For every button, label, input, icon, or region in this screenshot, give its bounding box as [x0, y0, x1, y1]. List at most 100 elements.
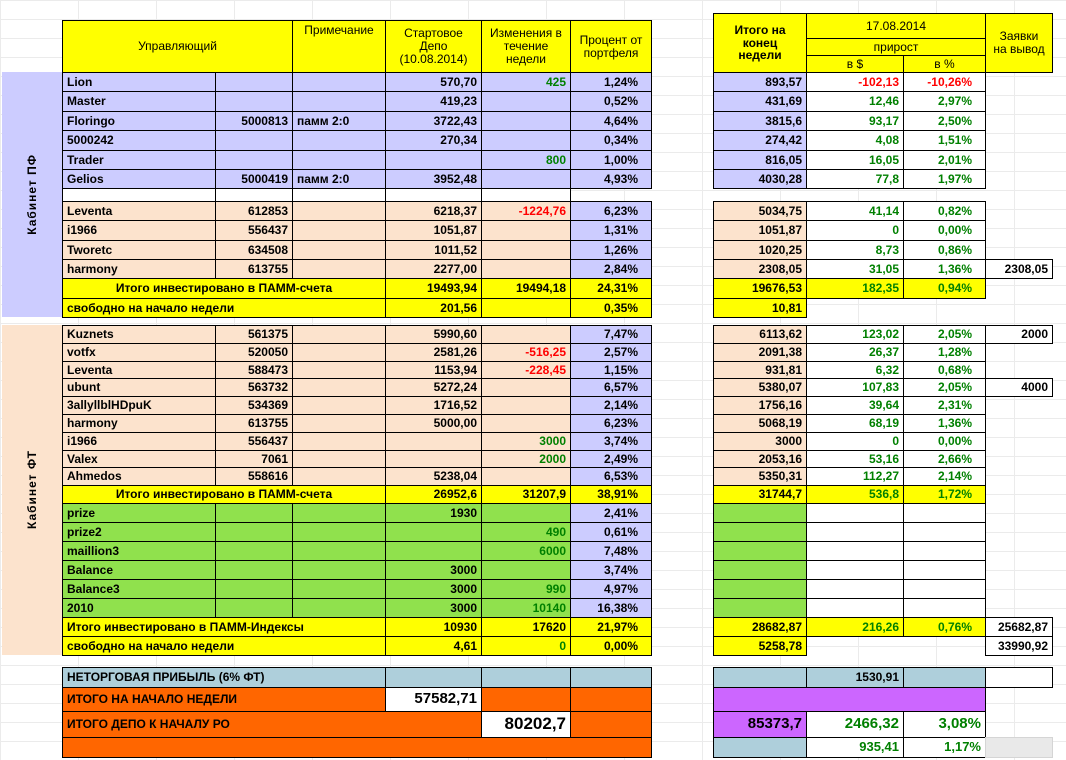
cell-gelios-name[interactable]: Gelios	[62, 169, 216, 189]
cell-i1966-pctg[interactable]: 0,00%	[903, 220, 986, 241]
cell-maillion3-pctg[interactable]	[903, 541, 986, 561]
cell-leventa-note[interactable]	[292, 201, 386, 221]
cell-floringo-num[interactable]: 5000813	[215, 111, 293, 131]
cell-ubunt-note[interactable]	[292, 378, 386, 397]
cell-kuznets-pct[interactable]: 7,47%	[570, 325, 652, 344]
cell-itogoft-change[interactable]: 31207,9	[481, 485, 571, 504]
cell-floringo-name[interactable]: Floringo	[62, 111, 216, 131]
cell-n5000242-num[interactable]	[215, 130, 293, 151]
cell-trader-usd[interactable]: 16,05	[806, 150, 904, 170]
cell-itogoidx-total[interactable]: 28682,87	[713, 617, 807, 637]
cell-trader-note[interactable]	[292, 150, 386, 170]
cell-itogoft-pct[interactable]: 38,91%	[570, 485, 652, 504]
cell-prize2-start[interactable]	[385, 522, 482, 542]
cell-ubunt-usd[interactable]: 107,83	[806, 378, 904, 397]
cell-balance-num[interactable]	[215, 560, 293, 580]
cell-netorg-pct[interactable]	[570, 667, 652, 688]
cell-hdrL-change[interactable]: Изменения в течение недели	[481, 20, 571, 73]
cell-leventa2-change[interactable]: -228,45	[481, 361, 571, 379]
cell-maillion3-note[interactable]	[292, 541, 386, 561]
cell-maillion3-start[interactable]	[385, 541, 482, 561]
cell-master-total[interactable]: 431,69	[713, 91, 807, 112]
cell-y2010-pctg[interactable]	[903, 598, 986, 618]
cell-leventa-pct[interactable]: 6,23%	[570, 201, 652, 221]
cell-prize2-usd[interactable]	[806, 522, 904, 542]
cell-i1966b-start[interactable]	[385, 432, 482, 451]
cell-leventa2-pct[interactable]: 1,15%	[570, 361, 652, 379]
cell-gelios-start[interactable]: 3952,48	[385, 169, 482, 189]
cell-itogoft-usd[interactable]: 536,8	[806, 485, 904, 504]
cell-y2010-start[interactable]: 3000	[385, 598, 482, 618]
cell-y2010-num[interactable]	[215, 598, 293, 618]
cell-prize-num[interactable]	[215, 503, 293, 523]
cell-leventa-name[interactable]: Leventa	[62, 201, 216, 221]
cell-ahmedos-name[interactable]: Ahmedos	[62, 467, 216, 486]
cell-votfx-total[interactable]: 2091,38	[713, 343, 807, 362]
cell-zally-usd[interactable]: 39,64	[806, 396, 904, 415]
cell-tworetc-num[interactable]: 634508	[215, 240, 293, 260]
cell-prize-change[interactable]	[481, 503, 571, 523]
cell-prize2-num[interactable]	[215, 522, 293, 542]
cell-ubunt-pctg[interactable]: 2,05%	[903, 378, 986, 397]
cell-i1966b-pct[interactable]: 3,74%	[570, 432, 652, 451]
cell-i1966b-usd[interactable]: 0	[806, 432, 904, 451]
cell-blankpf-start[interactable]	[385, 188, 482, 202]
cell-harmony-start[interactable]: 2277,00	[385, 259, 482, 279]
cell-kuznets-num[interactable]: 561375	[215, 325, 293, 344]
cell-zally-num[interactable]: 534369	[215, 396, 293, 415]
cell-valex-start[interactable]	[385, 450, 482, 468]
cell-valex-pctg[interactable]: 2,66%	[903, 450, 986, 468]
cell-tworetc-start[interactable]: 1011,52	[385, 240, 482, 260]
cell-harmony2-change[interactable]	[481, 414, 571, 433]
cell-floringo-total[interactable]: 3815,6	[713, 111, 807, 131]
cell-master-usd[interactable]: 12,46	[806, 91, 904, 112]
cell-tworetc-name[interactable]: Tworetc	[62, 240, 216, 260]
cell-svobpf-total[interactable]: 10,81	[713, 298, 807, 318]
cell-netorg-pctg[interactable]	[903, 667, 986, 688]
cell-valex-note[interactable]	[292, 450, 386, 468]
cell-prize2-pct[interactable]: 0,61%	[570, 522, 652, 542]
cell-prize-usd[interactable]	[806, 503, 904, 523]
cell-itogoidx-usd[interactable]: 216,26	[806, 617, 904, 637]
cell-svobidx-name[interactable]: свободно на начало недели	[62, 636, 386, 656]
cell-itogodepo-total[interactable]: 85373,7	[713, 711, 807, 738]
cell-trader-total[interactable]: 816,05	[713, 150, 807, 170]
cell-floringo-usd[interactable]: 93,17	[806, 111, 904, 131]
cell-itogoidx-pctg[interactable]: 0,76%	[903, 617, 986, 637]
cell-lion-note[interactable]	[292, 72, 386, 92]
cell-svobidx-change[interactable]: 0	[481, 636, 571, 656]
cell-harmony-out[interactable]: 2308,05	[985, 259, 1053, 279]
cell-i1966b-pctg[interactable]: 0,00%	[903, 432, 986, 451]
cell-tworetc-usd[interactable]: 8,73	[806, 240, 904, 260]
cabinet-ft-row-group-label[interactable]: Кабинет ФТ	[2, 325, 62, 655]
cell-leventa2-start[interactable]: 1153,94	[385, 361, 482, 379]
cell-ahmedos-usd[interactable]: 112,27	[806, 467, 904, 486]
cell-blankor-usd[interactable]: 935,41	[806, 737, 904, 758]
cell-harmony-change[interactable]	[481, 259, 571, 279]
cell-harmony2-pct[interactable]: 6,23%	[570, 414, 652, 433]
cell-gelios-change[interactable]	[481, 169, 571, 189]
cell-kuznets-out[interactable]: 2000	[985, 325, 1053, 344]
cell-votfx-name[interactable]: votfx	[62, 343, 216, 362]
cell-kuznets-pctg[interactable]: 2,05%	[903, 325, 986, 344]
cell-svobidx-out[interactable]: 33990,92	[985, 636, 1053, 656]
cell-maillion3-total[interactable]	[713, 541, 807, 561]
cell-i1966-note[interactable]	[292, 220, 386, 241]
cell-y2010-change[interactable]: 10140	[481, 598, 571, 618]
cell-itogostart-start[interactable]: 57582,71	[385, 687, 482, 712]
cell-ahmedos-note[interactable]	[292, 467, 386, 486]
cell-gelios-total[interactable]: 4030,28	[713, 169, 807, 189]
cell-svobidx-pct[interactable]: 0,00%	[570, 636, 652, 656]
cell-gelios-num[interactable]: 5000419	[215, 169, 293, 189]
cell-valex-change[interactable]: 2000	[481, 450, 571, 468]
cell-prize-start[interactable]: 1930	[385, 503, 482, 523]
cell-ubunt-change[interactable]	[481, 378, 571, 397]
cell-tworetc-pctg[interactable]: 0,86%	[903, 240, 986, 260]
cell-itogodepo-usd[interactable]: 2466,32	[806, 711, 904, 738]
cell-lion-pct[interactable]: 1,24%	[570, 72, 652, 92]
cell-leventa-usd[interactable]: 41,14	[806, 201, 904, 221]
cell-blankpf-change[interactable]	[481, 188, 571, 202]
cell-blankor-pctg[interactable]: 1,17%	[903, 737, 986, 758]
cell-ubunt-total[interactable]: 5380,07	[713, 378, 807, 397]
cell-balance-pctg[interactable]	[903, 560, 986, 580]
